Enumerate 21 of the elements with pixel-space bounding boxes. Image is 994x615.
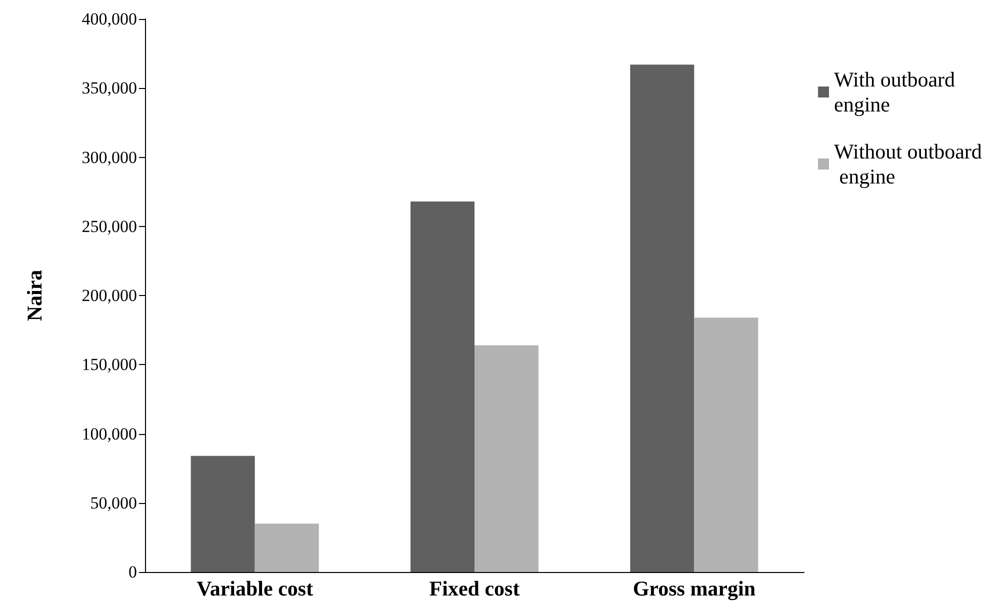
legend-label: With outboard engine xyxy=(834,68,960,116)
y-tick-label: 0 xyxy=(128,562,137,582)
x-tick-label: Gross margin xyxy=(632,576,756,600)
y-tick-label: 300,000 xyxy=(82,148,137,167)
bar xyxy=(630,64,694,572)
y-tick-label: 200,000 xyxy=(82,286,137,305)
bar xyxy=(474,345,538,572)
y-axis-title: Naira xyxy=(22,269,46,322)
y-tick-label: 100,000 xyxy=(82,424,137,444)
y-tick-label: 250,000 xyxy=(82,216,137,236)
y-tick-label: 350,000 xyxy=(82,78,137,98)
bar xyxy=(254,524,319,572)
x-tick-label: Fixed cost xyxy=(429,576,520,600)
y-tick-label: 400,000 xyxy=(82,10,137,28)
y-tick-label: 50,000 xyxy=(90,493,137,512)
bar xyxy=(410,201,474,572)
y-tick-label: 150,000 xyxy=(82,355,137,374)
x-tick-label: Variable cost xyxy=(196,576,314,600)
bar xyxy=(694,318,758,572)
legend-label: Without outboard engine xyxy=(834,140,982,188)
bar xyxy=(190,456,255,572)
